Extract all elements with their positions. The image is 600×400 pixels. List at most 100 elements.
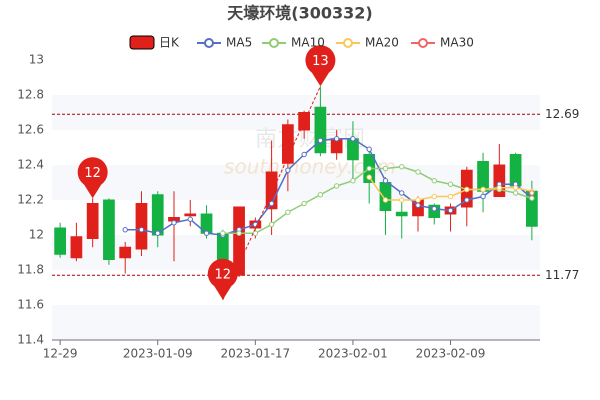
x-tick-label: 2023-02-01 [318, 347, 388, 361]
legend-icon [269, 38, 279, 48]
y-tick-label: 13 [29, 53, 44, 67]
ma-point [431, 193, 437, 200]
ma-point [431, 178, 437, 184]
legend-label: MA10 [291, 36, 325, 50]
ma-point [203, 230, 210, 236]
candle-body [281, 124, 294, 164]
pin-connector [222, 86, 321, 300]
ma-point [529, 195, 535, 201]
ma-point [301, 200, 307, 207]
candle-body [151, 194, 164, 236]
ma-point [285, 167, 291, 173]
ma-point [220, 230, 226, 236]
ma-point [496, 185, 503, 191]
y-tick-label: 11.6 [17, 298, 44, 312]
legend-label: 日K [159, 36, 180, 50]
ma-point [480, 186, 486, 193]
ma-point [317, 137, 324, 144]
legend-icon [418, 38, 428, 48]
legend-icon [343, 38, 353, 48]
ma-point [480, 193, 486, 200]
ma-point [366, 165, 372, 172]
ma-point [252, 230, 259, 236]
ma-point [399, 190, 405, 196]
ma-point [512, 185, 519, 191]
y-tick-label: 12.6 [17, 123, 44, 137]
grid-band [52, 130, 540, 165]
ma-point [399, 164, 405, 170]
y-tick-label: 12.4 [17, 158, 44, 172]
candle-body [395, 211, 408, 217]
ma-point [415, 202, 421, 208]
candle-body [119, 246, 132, 259]
ma-point [415, 197, 421, 203]
legend-icon [129, 35, 155, 50]
legend-label: MA5 [226, 36, 252, 50]
ma-point [138, 227, 145, 233]
grid-band [52, 165, 540, 200]
ma-point [447, 207, 454, 214]
ref-label: 12.69 [545, 107, 579, 121]
pin-label: 13 [312, 54, 329, 69]
y-tick-label: 12.8 [17, 88, 44, 102]
candle-body [265, 171, 278, 210]
ma-point [464, 186, 470, 193]
ma-point [268, 221, 275, 228]
candle-body [379, 182, 392, 211]
ma-point [382, 165, 389, 172]
x-tick-label: 2023-01-17 [220, 347, 290, 361]
candle-body [314, 106, 327, 154]
y-tick-label: 11.8 [17, 263, 44, 277]
pin [77, 157, 108, 188]
pin-label: 12 [215, 267, 232, 282]
grid-band [52, 95, 540, 130]
candle-body [54, 227, 67, 255]
ma-point [366, 146, 372, 152]
y-tick-label: 11.4 [17, 333, 44, 347]
ma-point [350, 178, 356, 184]
chart-title: 天壕环境(300332) [227, 4, 372, 23]
candle-body [103, 199, 115, 260]
ma-point [529, 190, 535, 196]
candle-body [184, 213, 197, 217]
y-tick-label: 12.2 [17, 193, 44, 207]
candle-body [233, 206, 245, 276]
ma-point [431, 206, 437, 212]
pin [207, 258, 238, 289]
grid-band [52, 60, 540, 95]
ma-point [464, 197, 470, 203]
ma-line [125, 138, 533, 236]
x-tick-label: 2023-02-09 [416, 347, 486, 361]
ma-point [512, 190, 519, 196]
ma-point [333, 136, 340, 142]
ma-point [285, 209, 291, 215]
ma-point [122, 227, 128, 233]
ma-point [155, 230, 161, 236]
ma-point [171, 220, 177, 226]
candle-body [493, 164, 506, 197]
x-tick-label: 2023-01-09 [123, 347, 193, 361]
candle-body [86, 203, 99, 239]
pin-label: 12 [84, 166, 101, 181]
pin [305, 45, 336, 76]
ma-point [447, 193, 454, 200]
grid-band [52, 235, 540, 270]
x-tick-label: 12-29 [43, 347, 78, 361]
ma-point [366, 174, 372, 180]
legend-label: MA20 [365, 36, 399, 50]
legend-icon [204, 38, 214, 48]
grid-band [52, 270, 540, 305]
candle-body [509, 154, 522, 187]
ma-point [350, 136, 356, 142]
ma-point [382, 178, 389, 184]
ma-point [236, 230, 242, 236]
candle-body [70, 236, 83, 259]
ma-point [317, 192, 324, 198]
ma-point [301, 151, 307, 158]
ma-point [268, 200, 275, 207]
candle-body [477, 161, 489, 192]
ma-point [382, 197, 389, 203]
y-tick-label: 12 [29, 228, 44, 242]
ma-point [399, 197, 405, 203]
